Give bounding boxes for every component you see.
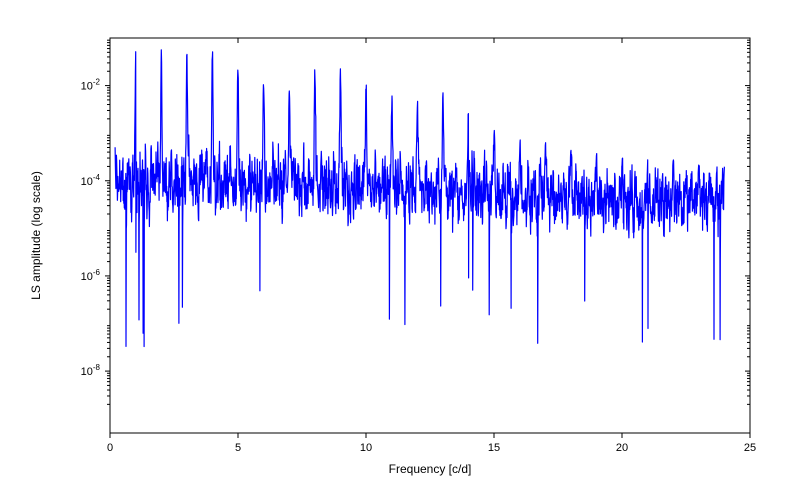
y-axis-label: LS amplitude (log scale) [29,171,43,300]
x-tick-label: 15 [488,442,500,454]
x-tick-label: 0 [107,442,113,454]
x-tick-label: 5 [235,442,241,454]
x-axis-label: Frequency [c/d] [389,462,472,476]
plot-border [110,38,750,433]
x-tick-label: 20 [616,442,628,454]
y-tick-label: 10-6 [81,268,101,283]
y-tick-label: 10-4 [81,173,101,188]
x-tick-label: 25 [744,442,756,454]
periodogram-chart: 0 5 10 15 20 25 10-8 10-6 10-4 10-2 Frequency [c/d… [0,0,800,500]
chart-svg: 0 5 10 15 20 25 10-8 10-6 10-4 10-2 Frequency [c/d… [0,0,800,500]
periodogram-line [115,50,724,347]
y-tick-label: 10-2 [81,78,101,93]
x-tick-label: 10 [360,442,372,454]
y-tick-label: 10-8 [81,363,101,378]
